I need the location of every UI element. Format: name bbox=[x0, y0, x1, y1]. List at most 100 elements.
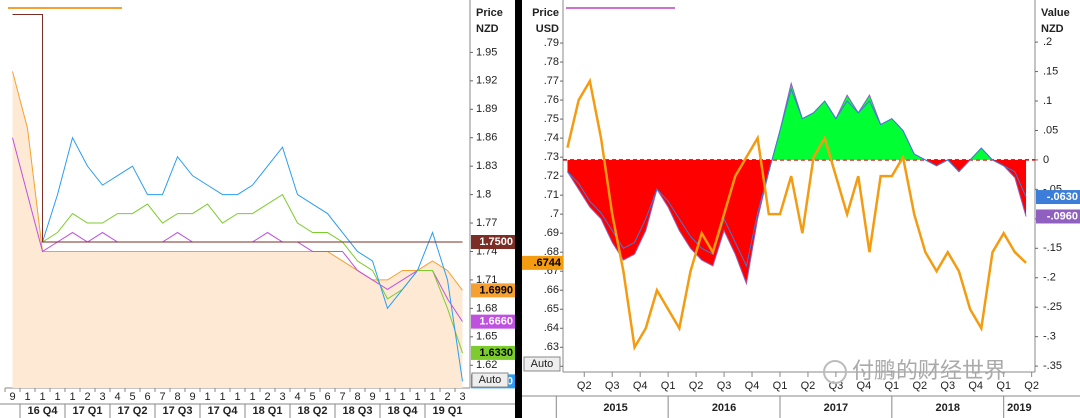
value-tag-label: 1.6990 bbox=[479, 284, 513, 296]
y-tick-label: 1.89 bbox=[476, 103, 497, 115]
series-line bbox=[42, 136, 463, 382]
x-tick-label: 1 bbox=[219, 391, 225, 403]
x-group-label: 18 Q4 bbox=[388, 405, 419, 417]
y-tick-label: 1.77 bbox=[476, 217, 497, 229]
y-tick-label: 1.95 bbox=[476, 46, 497, 58]
y-tick-label: .73 bbox=[544, 151, 559, 163]
y-tick-label: .66 bbox=[544, 284, 559, 296]
value-tag-label: 1.6330 bbox=[479, 347, 513, 359]
x-group-label: 18 Q1 bbox=[253, 405, 283, 417]
value-tag-label: 1.7500 bbox=[479, 236, 513, 248]
x-group-label: 17 Q3 bbox=[163, 405, 193, 417]
positive-area bbox=[567, 83, 1027, 160]
value-tag bbox=[1036, 190, 1080, 205]
x-tick-label: 1 bbox=[249, 391, 255, 403]
x-tick-label: 3 bbox=[459, 391, 465, 403]
x-tick-label: 2 bbox=[264, 391, 270, 403]
x-tick-label: Q2 bbox=[912, 380, 927, 392]
y-tick-label: .75 bbox=[544, 113, 559, 125]
y-tick-label: .68 bbox=[544, 246, 559, 258]
y2-tick-label: 0 bbox=[1043, 154, 1049, 166]
series-line bbox=[42, 193, 463, 354]
value-tag bbox=[471, 314, 515, 329]
x-year-label: 2018 bbox=[936, 402, 960, 414]
x-tick-label: Q1 bbox=[661, 380, 676, 392]
x-tick-label: Q4 bbox=[968, 380, 983, 392]
x-tick-label: Q2 bbox=[577, 380, 592, 392]
x-tick-label: 1 bbox=[429, 391, 435, 403]
x-tick-label: Q4 bbox=[857, 380, 872, 392]
series-line bbox=[567, 87, 1027, 268]
y-tick-label: .79 bbox=[544, 37, 559, 49]
button-box bbox=[523, 356, 561, 372]
y2-tick-label: -.3 bbox=[1043, 331, 1056, 343]
watermark-icon bbox=[823, 360, 847, 384]
x-tick-label: 3 bbox=[279, 391, 285, 403]
series-line bbox=[12, 71, 463, 291]
y-tick-label: .63 bbox=[544, 341, 559, 353]
y-tick-label: 1.86 bbox=[476, 132, 497, 144]
x-group-label: 19 Q1 bbox=[433, 405, 463, 417]
x-group-label: 16 Q4 bbox=[28, 405, 59, 417]
x-tick-label: 5 bbox=[129, 391, 135, 403]
value-tag bbox=[1036, 209, 1080, 224]
x-tick-label: 1 bbox=[24, 391, 30, 403]
x-tick-label: 1 bbox=[204, 391, 210, 403]
x-group-label: 17 Q1 bbox=[73, 405, 103, 417]
y-tick-label: .69 bbox=[544, 227, 559, 239]
y-tick-label: 1.68 bbox=[476, 302, 497, 314]
axis-unit: NZD bbox=[1041, 23, 1064, 35]
value-tag bbox=[522, 255, 563, 270]
button-label: Auto bbox=[531, 358, 554, 370]
x-tick-label: Q2 bbox=[1024, 380, 1039, 392]
x-group-label: 18 Q2 bbox=[298, 405, 328, 417]
y-tick-label: .74 bbox=[544, 132, 559, 144]
x-group-label: 17 Q2 bbox=[118, 405, 148, 417]
y2-tick-label: -.15 bbox=[1043, 242, 1062, 254]
x-tick-label: 2 bbox=[84, 391, 90, 403]
x-tick-label: 4 bbox=[294, 391, 300, 403]
x-tick-label: 2 bbox=[444, 391, 450, 403]
y-tick-label: .78 bbox=[544, 56, 559, 68]
axis-unit: NZD bbox=[476, 23, 499, 35]
x-tick-label: Q4 bbox=[633, 380, 648, 392]
button-label: Auto bbox=[479, 374, 502, 386]
y2-tick-label: .1 bbox=[1043, 95, 1052, 107]
x-tick-label: 6 bbox=[324, 391, 330, 403]
x-tick-label: 9 bbox=[189, 391, 195, 403]
x-tick-label: 6 bbox=[144, 391, 150, 403]
y-tick-label: .7 bbox=[550, 208, 559, 220]
x-tick-label: 9 bbox=[9, 391, 15, 403]
series-line bbox=[12, 13, 463, 243]
x-year-label: 2017 bbox=[824, 402, 848, 414]
auto-button[interactable]: Auto bbox=[471, 372, 509, 388]
auto-button[interactable]: Auto bbox=[523, 356, 561, 372]
value-tag bbox=[471, 345, 515, 360]
x-tick-label: 5 bbox=[309, 391, 315, 403]
y2-tick-label: -.25 bbox=[1043, 301, 1062, 313]
value-tag-label: 1.6660 bbox=[479, 316, 513, 328]
x-tick-label: 1 bbox=[414, 391, 420, 403]
axis-title: Price bbox=[532, 7, 559, 19]
y-tick-label: .65 bbox=[544, 303, 559, 315]
x-tick-label: Q1 bbox=[773, 380, 788, 392]
y-tick-label: .77 bbox=[544, 75, 559, 87]
y2-tick-label: .15 bbox=[1043, 65, 1058, 77]
x-tick-label: 3 bbox=[99, 391, 105, 403]
watermark: 付鹏的财经世界 bbox=[852, 359, 1006, 384]
y-tick-label: .64 bbox=[544, 322, 559, 334]
axis-title: Price bbox=[476, 7, 503, 19]
button-box bbox=[471, 372, 509, 388]
x-tick-label: Q2 bbox=[689, 380, 704, 392]
x-group-label: 17 Q4 bbox=[208, 405, 239, 417]
x-group-label: 18 Q3 bbox=[343, 405, 373, 417]
y2-tick-label: .2 bbox=[1043, 36, 1052, 48]
x-tick-label: 4 bbox=[114, 391, 120, 403]
x-tick-label: 1 bbox=[234, 391, 240, 403]
series-line bbox=[566, 77, 1027, 351]
y-tick-label: 1.62 bbox=[476, 359, 497, 371]
x-tick-label: 7 bbox=[339, 391, 345, 403]
y-tick-label: .71 bbox=[544, 189, 559, 201]
value-tag bbox=[471, 283, 515, 298]
